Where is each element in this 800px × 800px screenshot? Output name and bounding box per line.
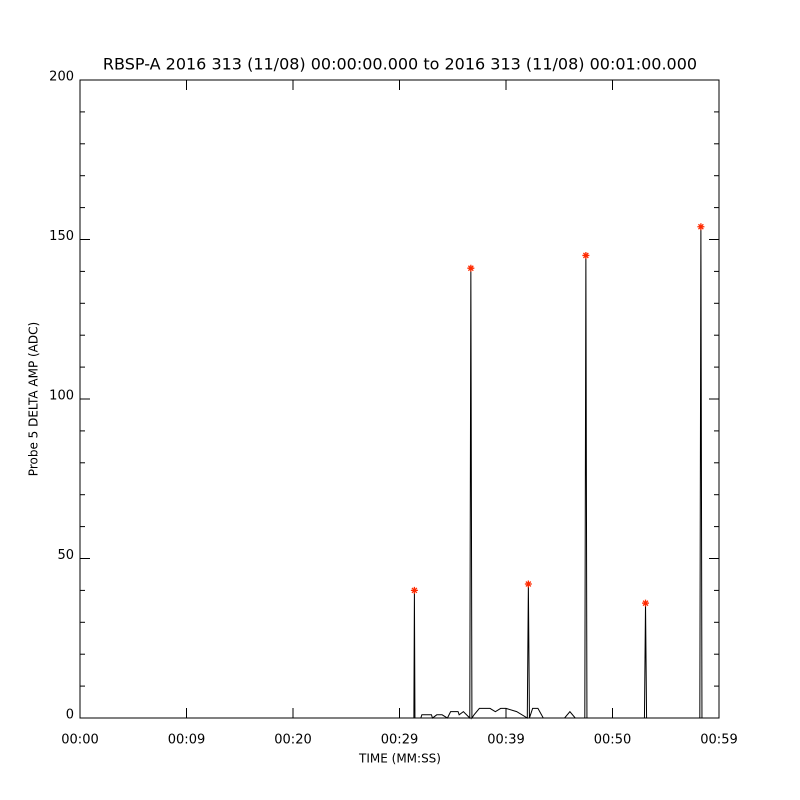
y-tick-label: 100 xyxy=(49,389,74,404)
x-tick-label: 00:09 xyxy=(168,733,205,748)
x-tick-label: 00:20 xyxy=(274,733,311,748)
y-tick-label: 50 xyxy=(57,548,74,563)
y-tick-label: 200 xyxy=(49,70,74,85)
plot-frame xyxy=(79,79,720,719)
x-tick-label: 00:50 xyxy=(594,733,631,748)
peak-marker xyxy=(697,223,705,231)
peak-marker xyxy=(642,599,650,607)
chart-title: RBSP-A 2016 313 (11/08) 00:00:00.000 to … xyxy=(103,55,697,74)
y-tick-label: 0 xyxy=(66,708,74,723)
peak-marker xyxy=(524,580,532,588)
peak-marker xyxy=(467,264,475,272)
peak-marker xyxy=(410,586,418,594)
x-tick-label: 00:29 xyxy=(381,733,418,748)
x-tick-label: 00:00 xyxy=(61,733,98,748)
x-tick-label: 00:59 xyxy=(700,733,737,748)
x-axis-label: TIME (MM:SS) xyxy=(358,752,441,766)
x-tick-label: 00:39 xyxy=(487,733,524,748)
peak-marker xyxy=(582,251,590,259)
y-tick-label: 150 xyxy=(49,229,74,244)
y-axis-label: Probe 5 DELTA AMP (ADC) xyxy=(27,322,41,476)
trace-line xyxy=(413,226,703,720)
